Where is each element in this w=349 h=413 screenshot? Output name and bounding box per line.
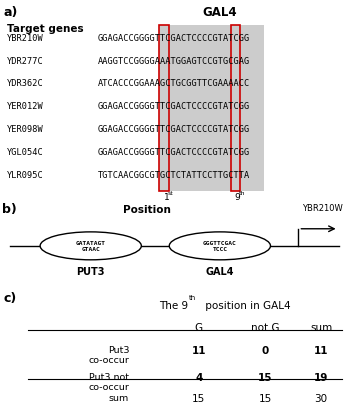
Text: YLR095C: YLR095C (7, 171, 44, 180)
Text: 19: 19 (314, 372, 328, 382)
Text: 1: 1 (164, 192, 169, 201)
Text: 11: 11 (192, 345, 206, 355)
Text: GAL4: GAL4 (202, 6, 237, 19)
Text: th: th (189, 295, 196, 301)
Text: YBR210W: YBR210W (7, 34, 44, 43)
Text: sum: sum (310, 323, 332, 332)
Text: Put3
co-occur: Put3 co-occur (88, 345, 129, 364)
Text: YER012W: YER012W (7, 102, 44, 111)
Text: GGGTTCGAC
TCCC: GGGTTCGAC TCCC (203, 241, 237, 252)
Text: 15: 15 (258, 372, 273, 382)
Text: 0: 0 (262, 345, 269, 355)
Text: 30: 30 (314, 393, 328, 403)
Text: GGAGACCGGGGTTCGACTCCCCGTATCGG: GGAGACCGGGGTTCGACTCCCCGTATCGG (98, 102, 250, 111)
Text: Position: Position (122, 204, 171, 214)
Bar (230, 26, 240, 191)
Text: YDR277C: YDR277C (7, 57, 44, 66)
Text: Put3 not
co-occur: Put3 not co-occur (88, 372, 129, 392)
Text: a): a) (3, 6, 18, 19)
Ellipse shape (169, 232, 270, 260)
Text: YGL054C: YGL054C (7, 148, 44, 157)
Text: th: th (239, 190, 245, 195)
Bar (159, 26, 169, 191)
Text: 4: 4 (195, 372, 203, 382)
Text: AAGGTCCGGGGAAATGGAGTCCGTGCGAG: AAGGTCCGGGGAAATGGAGTCCGTGCGAG (98, 57, 250, 66)
Text: 15: 15 (192, 393, 206, 403)
Text: c): c) (3, 292, 17, 304)
Ellipse shape (40, 232, 141, 260)
Text: position in GAL4: position in GAL4 (202, 300, 291, 310)
Text: GGAGACCGGGGTTCGACTCCCCGTATCGG: GGAGACCGGGGTTCGACTCCCCGTATCGG (98, 125, 250, 134)
Text: 11: 11 (314, 345, 328, 355)
Text: YDR362C: YDR362C (7, 79, 44, 88)
Text: not G: not G (251, 323, 280, 332)
Text: Target genes: Target genes (7, 24, 84, 34)
Text: YBR210W: YBR210W (302, 204, 343, 213)
Text: 9: 9 (235, 192, 240, 201)
Text: b): b) (2, 203, 16, 216)
Text: The 9: The 9 (159, 300, 188, 310)
Text: GGAGACCGGGGTTCGACTCCCCGTATCGG: GGAGACCGGGGTTCGACTCCCCGTATCGG (98, 148, 250, 157)
Text: sum: sum (109, 393, 129, 402)
Text: YER098W: YER098W (7, 125, 44, 134)
Bar (158, 26, 264, 191)
Text: TGTCAACGGCGTGCTCTATTCCTTGCTTA: TGTCAACGGCGTGCTCTATTCCTTGCTTA (98, 171, 250, 180)
Text: st: st (168, 190, 173, 195)
Text: ATCACCCGGAAAGCTGCGGTTCGAAAACC: ATCACCCGGAAAGCTGCGGTTCGAAAACC (98, 79, 250, 88)
Text: GAL4: GAL4 (206, 266, 234, 276)
Text: G: G (195, 323, 203, 332)
Text: GGAGACCGGGGTTCGACTCCCCGTATCGG: GGAGACCGGGGTTCGACTCCCCGTATCGG (98, 34, 250, 43)
Text: GATATAGT
GTAAC: GATATAGT GTAAC (76, 241, 106, 252)
Text: 15: 15 (259, 393, 272, 403)
Text: PUT3: PUT3 (76, 266, 105, 276)
